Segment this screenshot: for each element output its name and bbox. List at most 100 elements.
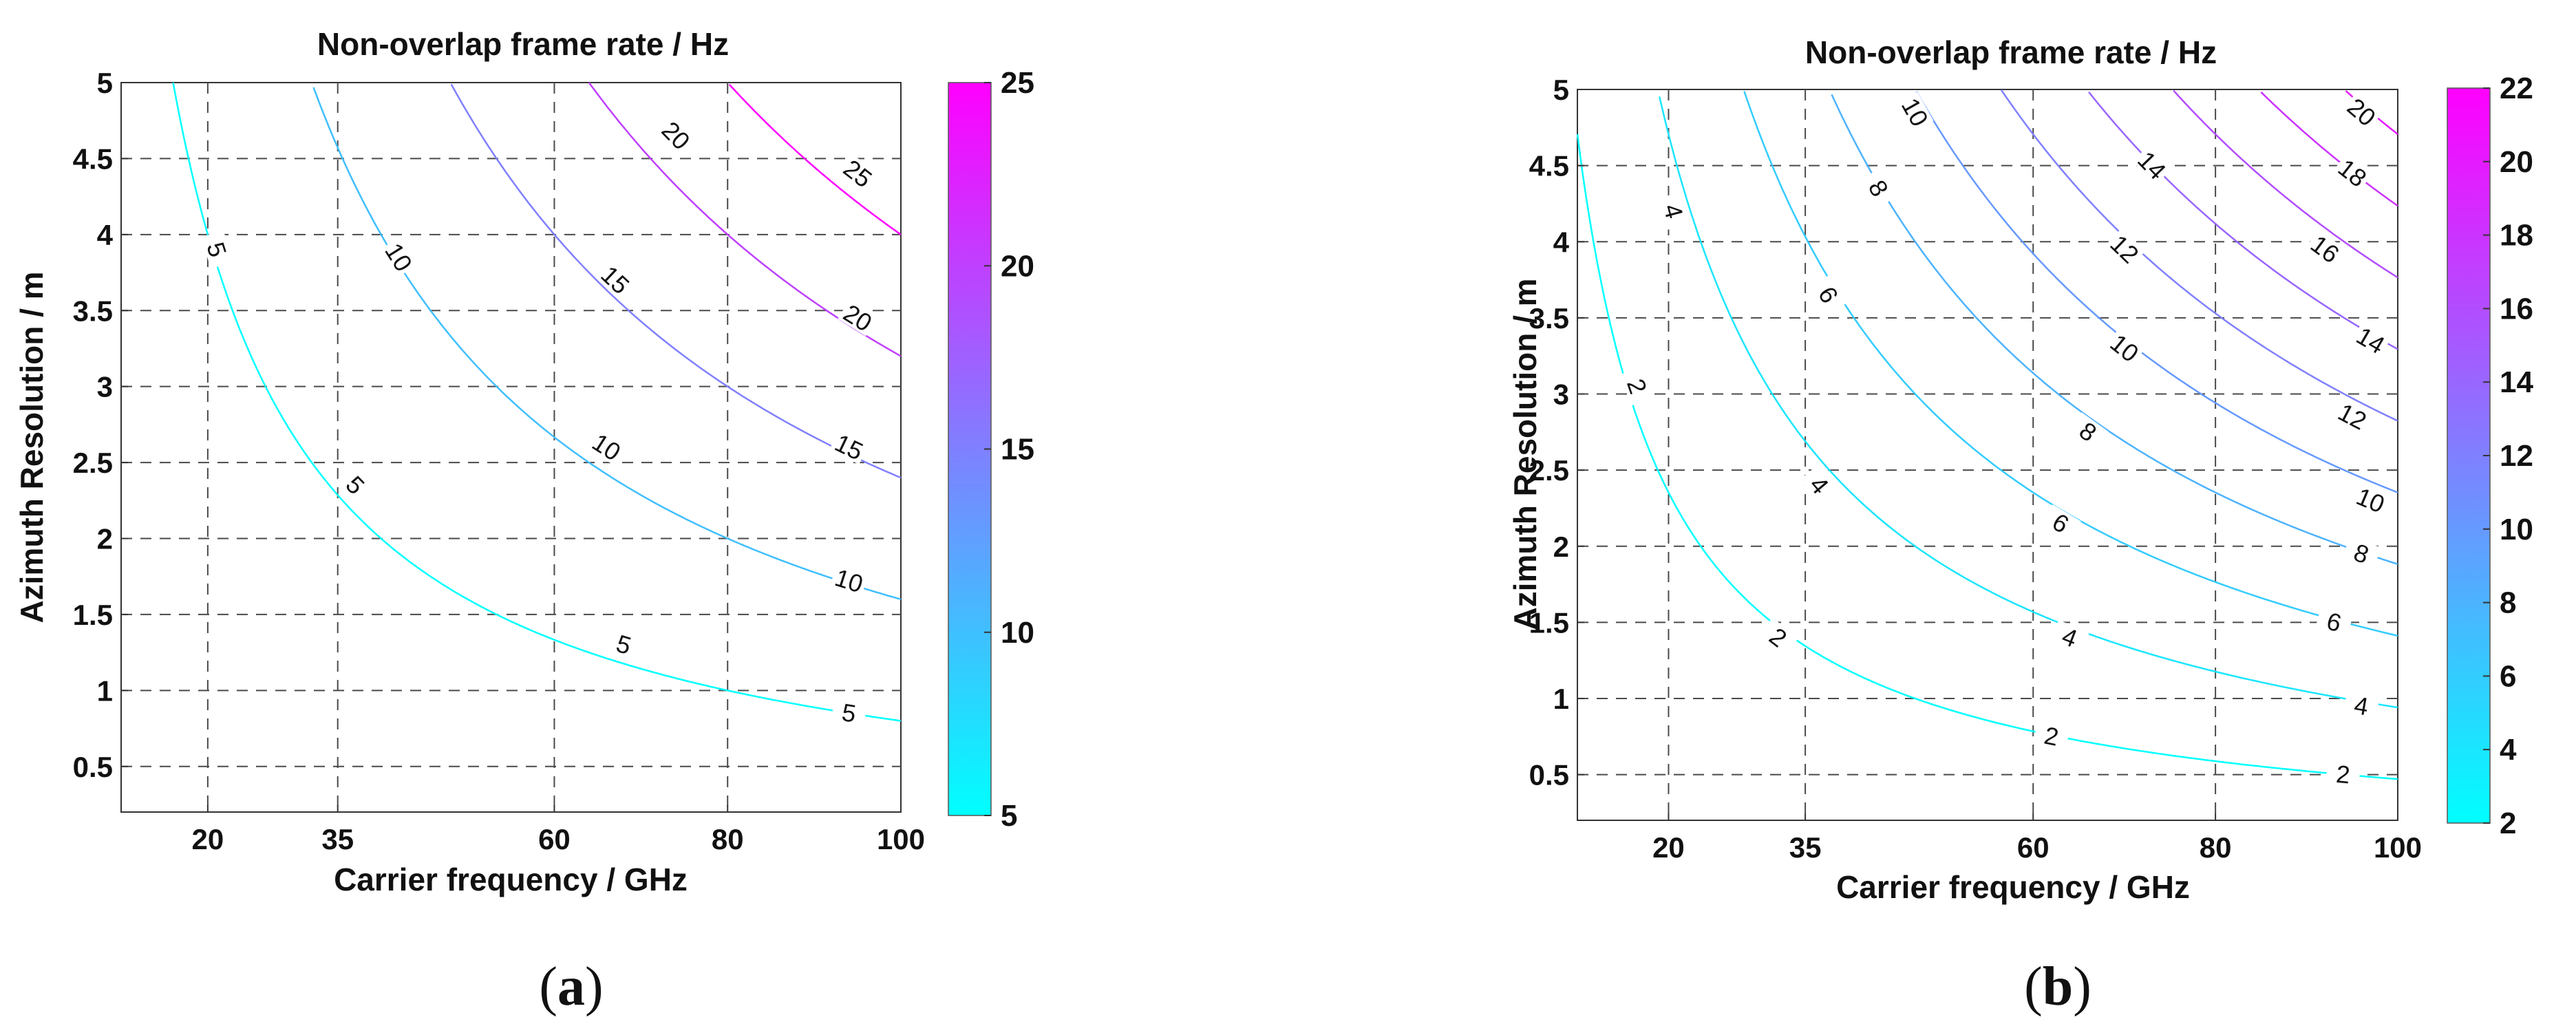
y-tick-label: 1 [1553, 683, 1569, 715]
colorbar-tick-label: 5 [1001, 799, 1017, 833]
y-axis-label-a: Azimuth Resolution / m [14, 271, 50, 623]
contour-label-bg [2050, 620, 2090, 654]
contour-label-bg [335, 465, 376, 505]
contour-label-bg [1621, 366, 1654, 406]
y-tick-label: 4 [97, 219, 114, 251]
y-tick-label: 2 [97, 523, 113, 555]
contour-line-2 [1576, 134, 2398, 780]
x-tick-label: 100 [877, 823, 925, 855]
contour-line-8 [1831, 94, 2398, 565]
colorbar-tick-label: 20 [2500, 145, 2533, 179]
x-ticks-b: 20 35 60 80 100 [1652, 813, 2422, 864]
y-tick-label: 5 [1553, 74, 1569, 106]
contour-label-bg [2305, 229, 2346, 268]
y-tick-label: 4 [1553, 226, 1570, 258]
y-axis-label-b: Azimuth Resolution / m [1507, 278, 1543, 630]
panel-a: Non-overlap frame rate / Hz 555510101015… [14, 26, 1034, 1017]
panel-label-b: (b) [2024, 957, 2091, 1017]
colorbar-tick-label: 18 [2500, 219, 2533, 253]
x-tick-label: 60 [2017, 831, 2050, 864]
contour-label-bg [1860, 167, 1897, 209]
contour-label-bg [2032, 721, 2070, 751]
contour-label-bg [2067, 412, 2109, 451]
colorbar-tick-label: 14 [2500, 365, 2533, 399]
contour-label-bg [2104, 328, 2145, 367]
x-tick-label: 20 [1652, 831, 1685, 864]
colorbar-tick-label: 22 [2500, 72, 2533, 105]
contour-label-bg [2314, 606, 2354, 638]
contour-label-bg [1658, 192, 1690, 231]
y-tick-label: 3.5 [1529, 302, 1569, 334]
contour-label-bg [586, 427, 627, 466]
contour-label-bg [595, 259, 636, 300]
panel-b: Non-overlap frame rate / Hz 222244446668… [1507, 34, 2533, 1017]
contour-line-25 [728, 83, 902, 235]
grid-a [121, 83, 901, 812]
colorbar-tick-label: 10 [2500, 513, 2533, 546]
contour-label-bg [2350, 482, 2391, 518]
panel-label-a: (a) [539, 957, 603, 1017]
y-tick-label: 1.5 [73, 599, 113, 631]
colorbar-tick-label: 4 [2500, 733, 2517, 767]
contour-label-bg [2343, 691, 2380, 720]
contour-label-bg [1810, 274, 1847, 315]
chart-title-b: Non-overlap frame rate / Hz [1805, 34, 2217, 70]
y-tick-label: 0.5 [73, 751, 113, 783]
y-tick-label: 2.5 [73, 447, 113, 479]
y-tick-label: 3 [1553, 378, 1569, 411]
contour-line-5 [172, 82, 902, 722]
colorbar-tick-label: 2 [2500, 807, 2516, 840]
x-tick-label: 80 [2200, 831, 2232, 864]
contour-label-bg [838, 153, 879, 193]
contour-label-bg [2132, 145, 2173, 185]
y-tick-label: 2.5 [1529, 454, 1569, 487]
y-tick-label: 0.5 [1529, 759, 1569, 791]
y-tick-label: 1 [97, 674, 113, 707]
contour-line-14 [2088, 91, 2398, 350]
contour-label-bg [1800, 465, 1840, 505]
y-ticks-a: 0.5 1 1.5 2 2.5 3 3.5 4 4.5 5 [73, 67, 128, 783]
y-tick-label: 4.5 [1529, 150, 1569, 182]
colorbar-tick-label: 6 [2500, 659, 2516, 693]
colorbar-tick-label: 15 [1001, 433, 1034, 467]
contour-label-bg [2332, 398, 2373, 434]
x-tick-label: 35 [321, 823, 354, 855]
colorbar-ticks-a: 5 10 15 20 25 [984, 66, 1034, 833]
x-tick-label: 100 [2374, 831, 2422, 864]
contours-b [1576, 89, 2398, 780]
contour-line-18 [2260, 91, 2398, 207]
contour-label-bg [201, 230, 233, 269]
contour-label-bg [2105, 228, 2145, 269]
contour-label-bg [831, 698, 867, 727]
contour-label-bg [2332, 153, 2373, 193]
y-tick-label: 3 [97, 371, 113, 403]
contour-line-16 [2173, 89, 2398, 279]
colorbar-ticks-b: 2 4 6 8 10 12 14 16 18 20 22 [2483, 72, 2533, 840]
contour-label-bg [829, 564, 869, 597]
contour-label-bg [656, 115, 696, 156]
colorbar-a [948, 82, 992, 816]
contour-label-bg [1897, 92, 1934, 132]
y-ticks-b: 0.5 1 1.5 2 2.5 3 3.5 4 4.5 5 [1529, 74, 1584, 791]
colorbar-tick-label: 20 [1001, 249, 1034, 283]
contour-label-bg [2350, 321, 2392, 359]
contour-label-bg [2325, 760, 2361, 787]
x-ticks-a: 20 35 60 80 100 [192, 805, 925, 855]
colorbar-b [2447, 87, 2491, 824]
x-axis-label-b: Carrier frequency / GHz [1836, 869, 2190, 905]
colorbar-tick-label: 16 [2500, 292, 2533, 326]
contour-label-bg [1758, 617, 1799, 657]
contour-line-10 [1915, 91, 2398, 493]
x-tick-label: 20 [192, 823, 224, 855]
contour-label-bg [838, 299, 878, 337]
contour-line-12 [2000, 89, 2398, 422]
colorbar-tick-label: 25 [1001, 66, 1034, 100]
contour-label: 2 [2335, 760, 2352, 789]
contour-label-bg [2341, 92, 2382, 131]
y-tick-label: 1.5 [1529, 606, 1569, 639]
y-tick-label: 2 [1553, 531, 1569, 563]
x-tick-label: 35 [1789, 831, 1822, 864]
chart-title-a: Non-overlap frame rate / Hz [317, 26, 729, 62]
contour-line-4 [1658, 96, 2398, 709]
